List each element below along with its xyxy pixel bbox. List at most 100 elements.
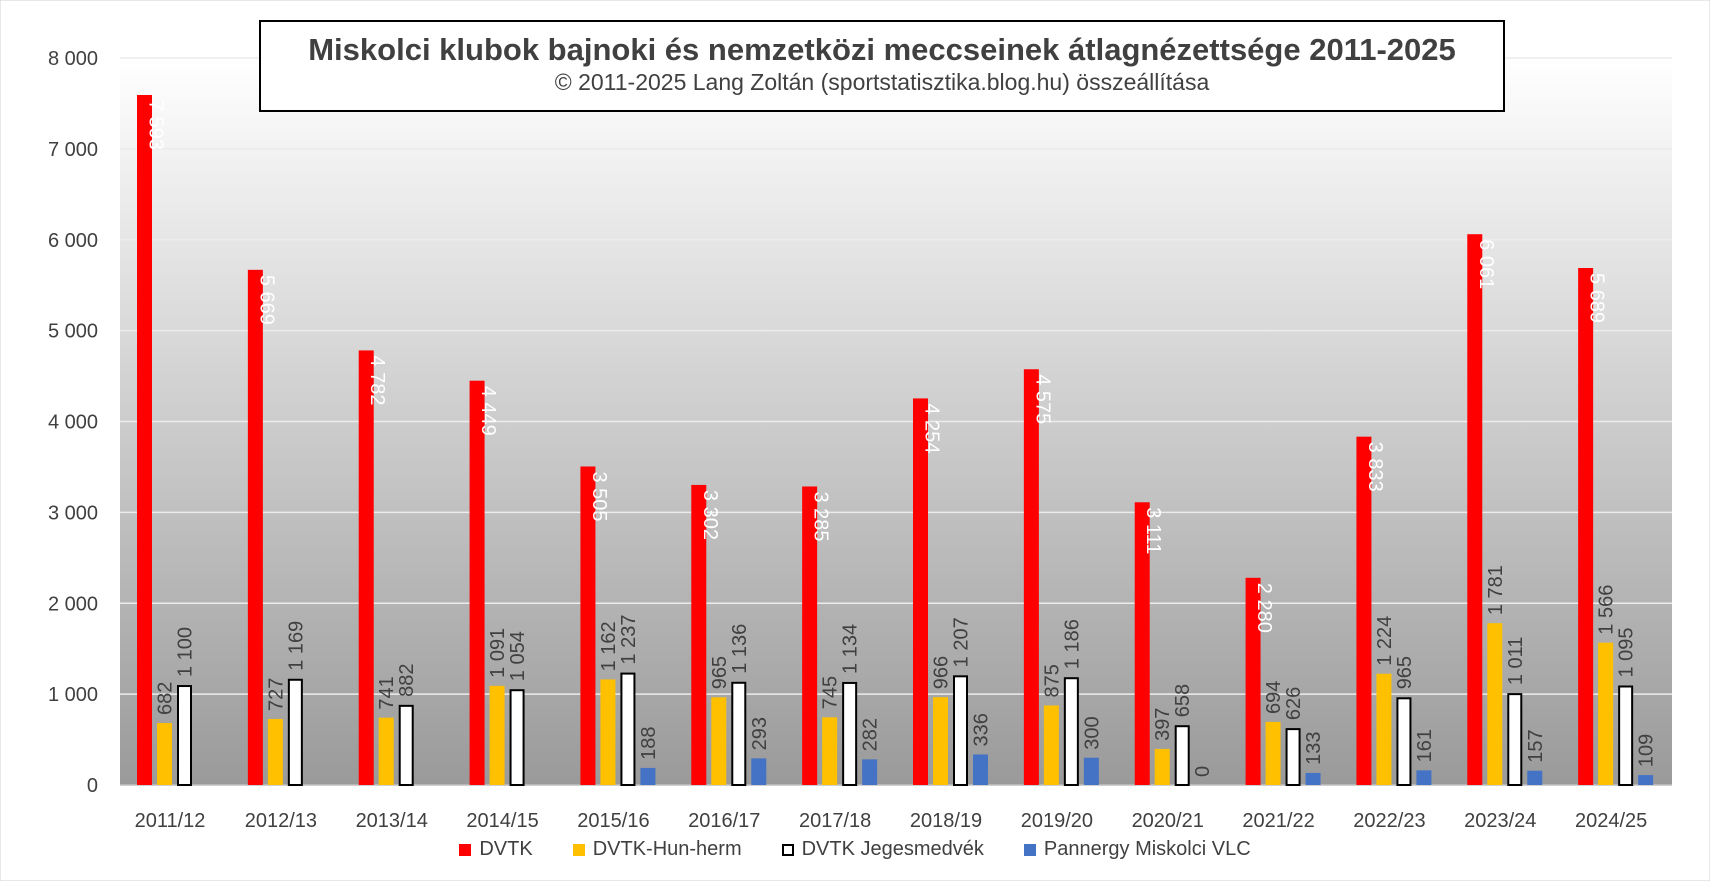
x-tick-label: 2012/13 (245, 810, 317, 832)
bar-dvtk (247, 269, 263, 786)
data-label-dvtk-jegesmedvek: 1 134 (840, 624, 862, 674)
chart-subtitle: © 2011-2025 Lang Zoltán (sportstatisztik… (554, 69, 1210, 95)
bar-pannergy-miskolci-vlc (1416, 770, 1432, 785)
data-label-dvtk: 5 689 (1586, 273, 1608, 323)
data-label-dvtk-hun-herm: 965 (709, 656, 731, 689)
bar-dvtk-hun-herm (267, 718, 283, 785)
bar-dvtk-jegesmedvek (398, 704, 414, 787)
bar-pannergy-miskolci-vlc (1083, 757, 1099, 785)
legend-label-pannergy-miskolci-vlc: Pannergy Miskolci VLC (1043, 838, 1251, 860)
data-label-pannergy-miskolci-vlc: 109 (1636, 734, 1658, 767)
data-label-dvtk-hun-herm: 1 091 (487, 628, 509, 678)
data-label-dvtk-jegesmedvek: 1 054 (507, 631, 529, 681)
data-label-dvtk-hun-herm: 682 (155, 682, 177, 715)
data-label-dvtk-jegesmedvek: 1 237 (618, 615, 640, 665)
data-label-dvtk-hun-herm: 727 (265, 678, 287, 711)
x-tick-label: 2017/18 (799, 810, 871, 832)
bar-dvtk-jegesmedvek (287, 678, 303, 787)
legend-label-dvtk-jegesmedvek: DVTK Jegesmedvék (801, 838, 984, 860)
x-tick-label: 2020/21 (1132, 810, 1204, 832)
chart-title: Miskolci klubok bajnoki és nemzetközi me… (308, 32, 1456, 67)
bar-dvtk-jegesmedvek (177, 685, 192, 786)
legend-swatch-dvtk-jegesmedvek (781, 843, 794, 856)
data-label-dvtk: 4 254 (921, 403, 943, 453)
data-label-dvtk-hun-herm: 397 (1152, 708, 1174, 741)
data-label-dvtk-hun-herm: 875 (1041, 664, 1063, 697)
bar-dvtk (580, 466, 596, 785)
y-tick-label: 8 000 (48, 48, 98, 70)
bar-dvtk-jegesmedvek (620, 672, 636, 787)
data-label-dvtk: 7 593 (145, 100, 167, 150)
bar-dvtk-jegesmedvek (1396, 697, 1412, 786)
bar-dvtk (691, 484, 707, 785)
bar-dvtk-jegesmedvek (1063, 677, 1079, 786)
gridlines (120, 57, 1672, 786)
data-label-dvtk: 3 111 (1142, 507, 1164, 554)
x-tick-label: 2018/19 (910, 810, 982, 832)
data-label-dvtk: 3 833 (1364, 442, 1386, 492)
data-label-dvtk-hun-herm: 1 162 (598, 621, 620, 671)
x-tick-label: 2021/22 (1242, 810, 1314, 832)
data-label-dvtk: 5 669 (255, 275, 277, 325)
bar-dvtk (1467, 234, 1483, 786)
legend-swatch-dvtk-hun-herm (572, 843, 585, 856)
data-label-dvtk-hun-herm: 1 224 (1374, 616, 1396, 666)
bar-dvtk (913, 398, 928, 785)
data-label-dvtk: 4 782 (366, 355, 388, 405)
bar-dvtk-hun-herm (1487, 623, 1503, 785)
data-label-dvtk: 3 302 (699, 490, 721, 540)
bar-pannergy-miskolci-vlc (973, 754, 988, 785)
x-tick-label: 2015/16 (577, 810, 649, 832)
y-tick-label: 3 000 (48, 502, 98, 524)
legend-label-dvtk-hun-herm: DVTK-Hun-herm (592, 838, 742, 860)
y-tick-label: 4 000 (48, 412, 98, 434)
data-label-dvtk-jegesmedvek: 882 (396, 663, 418, 696)
y-tick-label: 5 000 (48, 321, 98, 343)
data-label-dvtk: 4 575 (1031, 374, 1053, 424)
bars (137, 94, 1654, 787)
bar-dvtk-hun-herm (1043, 705, 1059, 785)
bar-dvtk (1245, 577, 1261, 785)
bar-dvtk (1356, 436, 1372, 785)
legend-label-dvtk: DVTK (479, 838, 533, 860)
bar-dvtk (802, 486, 818, 785)
data-label-dvtk-jegesmedvek: 1 186 (1061, 619, 1083, 669)
data-label-dvtk-jegesmedvek: 658 (1172, 684, 1194, 717)
data-label-dvtk: 2 280 (1253, 583, 1275, 633)
x-tick-label: 2014/15 (466, 810, 538, 832)
data-label-dvtk-hun-herm: 741 (376, 676, 398, 709)
x-axis-tick-labels: 2011/12 2012/13 2013/14 2014/15 2015/16 2016/… (135, 810, 1648, 832)
data-label-dvtk-hun-herm: 745 (820, 676, 842, 709)
data-label-dvtk: 4 449 (477, 386, 499, 436)
bar-dvtk-hun-herm (600, 679, 616, 785)
chart-title-box: Miskolci klubok bajnoki és nemzetközi me… (259, 20, 1505, 112)
x-tick-label: 2022/23 (1353, 810, 1425, 832)
x-tick-label: 2016/17 (688, 810, 760, 832)
data-label-pannergy-miskolci-vlc: 188 (638, 727, 660, 760)
bar-dvtk-jegesmedvek (731, 681, 747, 786)
bar-dvtk-jegesmedvek (953, 675, 968, 787)
data-label-dvtk-jegesmedvek: 1 100 (175, 627, 197, 677)
data-label-pannergy-miskolci-vlc: 282 (860, 718, 882, 751)
data-label-dvtk-hun-herm: 966 (931, 656, 953, 689)
y-tick-label: 0 (87, 775, 98, 797)
data-label-pannergy-miskolci-vlc: 133 (1303, 732, 1325, 765)
bar-dvtk (358, 350, 374, 785)
y-tick-label: 2 000 (48, 593, 98, 615)
bar-dvtk (1578, 268, 1594, 786)
y-axis-tick-labels: 0 1 000 2 000 3 000 4 000 5 000 6 000 7 000 8 00… (48, 48, 98, 797)
bar-dvtk-hun-herm (1265, 721, 1281, 785)
data-label-dvtk-hun-herm: 694 (1263, 681, 1285, 714)
data-label-pannergy-miskolci-vlc: 336 (971, 713, 993, 746)
bar-pannergy-miskolci-vlc (1527, 770, 1543, 785)
data-label-dvtk-jegesmedvek: 1 011 (1505, 637, 1527, 686)
legend-swatch-dvtk (459, 843, 472, 856)
data-label-pannergy-miskolci-vlc: 161 (1414, 729, 1436, 762)
data-label-pannergy-miskolci-vlc: 293 (749, 717, 771, 750)
x-tick-label: 2023/24 (1464, 810, 1536, 832)
legend-item-dvtk-hun-herm: DVTK-Hun-herm (572, 838, 742, 861)
bar-pannergy-miskolci-vlc (1638, 775, 1654, 785)
bar-dvtk-hun-herm (822, 717, 838, 785)
